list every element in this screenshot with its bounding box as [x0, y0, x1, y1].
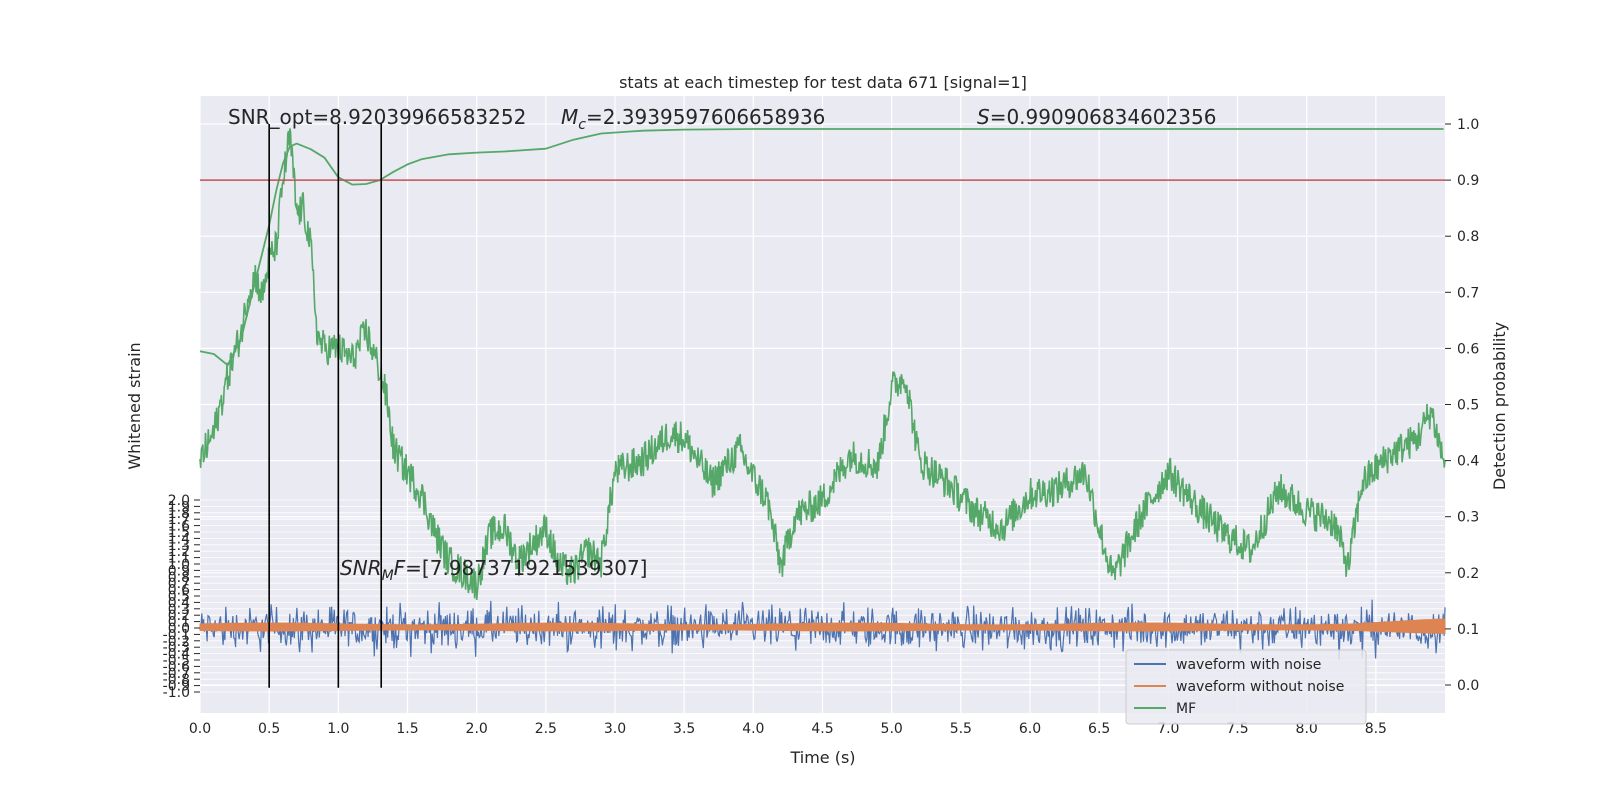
x-axis-label: Time (s) — [789, 748, 855, 767]
left-tick-label: 1.2 — [168, 544, 190, 560]
left-tick-label: -0.8 — [163, 672, 190, 688]
right-tick-label: 0.0 — [1457, 678, 1479, 694]
x-tick-label: 2.0 — [466, 721, 488, 737]
left-tick-label: -0.1 — [163, 627, 190, 643]
left-tick-label: 1.7 — [168, 512, 190, 528]
right-tick-label: 0.7 — [1457, 285, 1479, 301]
left-tick-label: 1.6 — [168, 519, 190, 535]
left-tick-label: 0.3 — [168, 602, 190, 618]
chart-title: stats at each timestep for test data 671… — [619, 73, 1027, 92]
left-tick-label: 0.0 — [168, 621, 190, 637]
x-tick-label: 7.5 — [1226, 721, 1248, 737]
s-annotation: S=0.990906834602356 — [977, 105, 1216, 129]
x-tick-label: 4.0 — [742, 721, 764, 737]
x-tick-label: 1.0 — [327, 721, 349, 737]
x-tick-label: 4.5 — [811, 721, 833, 737]
right-tick-label: 1.0 — [1457, 117, 1479, 133]
snr-opt-annotation: SNR_opt=8.92039966583252 — [228, 105, 526, 129]
left-tick-label: 0.5 — [168, 589, 190, 605]
legend-label-clean: waveform without noise — [1176, 679, 1344, 695]
left-tick-label: -0.4 — [163, 647, 190, 663]
legend-label-mf: MF — [1176, 701, 1196, 717]
probability-layer — [199, 128, 1446, 600]
right-tick-label: 0.1 — [1457, 622, 1479, 638]
x-tick-label: 0.5 — [258, 721, 280, 737]
detection-probability-line — [199, 128, 1446, 600]
right-tick-label: 0.4 — [1457, 454, 1479, 470]
left-tick-label: 1.8 — [168, 506, 190, 522]
right-tick-label: 0.3 — [1457, 510, 1479, 526]
legend-label-noise: waveform with noise — [1176, 657, 1321, 673]
legend: waveform with noise waveform without noi… — [1125, 649, 1367, 725]
left-tick-label: 1.4 — [168, 531, 190, 547]
left-tick-label: 1.1 — [168, 551, 190, 567]
x-tick-label: 7.0 — [1157, 721, 1179, 737]
x-tick-label: 6.5 — [1088, 721, 1110, 737]
x-tick-label: 3.5 — [673, 721, 695, 737]
right-axis-label: Detection probability — [1490, 322, 1509, 490]
waveform-layer — [199, 599, 1446, 660]
right-tick-label: 0.8 — [1457, 229, 1479, 245]
right-tick-label: 0.5 — [1457, 398, 1479, 414]
left-tick-label: -0.9 — [163, 679, 190, 695]
left-tick-label: -0.5 — [163, 653, 190, 669]
right-tick-label: 0.2 — [1457, 566, 1479, 582]
x-tick-label: 5.0 — [881, 721, 903, 737]
x-tick-label: 5.5 — [950, 721, 972, 737]
reference-lines — [200, 124, 1445, 688]
x-tick-label: 8.0 — [1296, 721, 1318, 737]
left-tick-label: -0.7 — [163, 666, 190, 682]
x-tick-label: 6.0 — [1019, 721, 1041, 737]
mf-line — [199, 128, 1444, 367]
left-tick-label: -0.6 — [163, 659, 190, 675]
waveform-without-noise-band — [199, 618, 1446, 634]
axes: 0.0 0.5 1.0 1.5 2.0 2.5 3.0 3.5 4.0 4.5 5.0 5.5 6.0 6… — [163, 117, 1480, 737]
left-tick-label: 1.5 — [168, 525, 190, 541]
left-tick-label: 1.0 — [168, 557, 190, 573]
left-tick-label: 0.7 — [168, 576, 190, 592]
right-tick-label: 0.9 — [1457, 173, 1479, 189]
left-tick-label: 1.3 — [168, 538, 190, 554]
left-tick-label: 0.8 — [168, 570, 190, 586]
left-tick-label: 0.1 — [168, 615, 190, 631]
x-tick-label: 1.5 — [396, 721, 418, 737]
left-tick-label: 2.0 — [168, 493, 190, 509]
left-axis-label: Whitened strain — [125, 342, 144, 469]
left-tick-label: -1.0 — [163, 685, 190, 701]
right-tick-label: 0.6 — [1457, 341, 1479, 357]
left-tick-label: 0.6 — [168, 583, 190, 599]
x-tick-label: 2.5 — [535, 721, 557, 737]
left-tick-label: -0.2 — [163, 634, 190, 650]
x-tick-label: 0.0 — [189, 721, 211, 737]
mc-annotation: Mc=2.3939597606658936 — [561, 105, 825, 133]
legend-box — [1125, 649, 1367, 725]
left-tick-label: 0.9 — [168, 563, 190, 579]
left-tick-label: -0.3 — [163, 640, 190, 656]
left-tick-label: 1.9 — [168, 499, 190, 515]
x-tick-label: 3.0 — [604, 721, 626, 737]
left-tick-label: 0.4 — [168, 595, 190, 611]
snr-mf-annotation: SNRMF=[7.987371921539307] — [340, 556, 648, 584]
x-tick-label: 8.5 — [1365, 721, 1387, 737]
left-tick-label: 0.2 — [168, 608, 190, 624]
